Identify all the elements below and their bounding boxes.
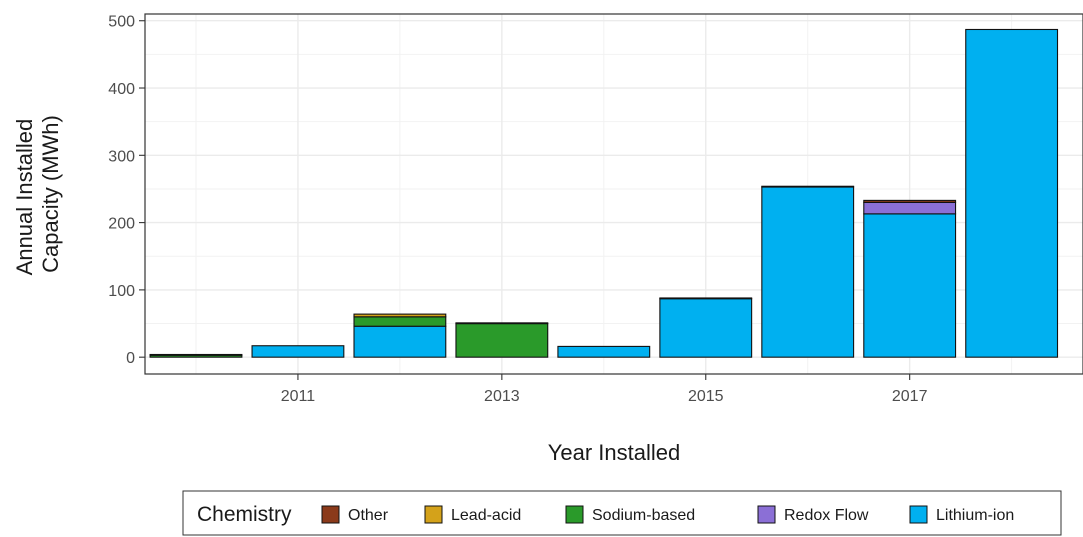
legend-key <box>757 505 776 524</box>
legend-label: Lead-acid <box>451 507 521 524</box>
bar-segment <box>149 353 243 356</box>
bar-stack <box>863 199 957 358</box>
bar-stack <box>965 28 1059 358</box>
bar-segment <box>251 345 345 358</box>
bar-stack <box>557 345 651 358</box>
bar-segment <box>965 28 1059 358</box>
legend-label: Redox Flow <box>784 507 869 524</box>
plot-panel-border <box>144 13 1083 375</box>
x-tick-label: 2017 <box>892 388 928 405</box>
legend-key <box>565 505 584 524</box>
bar-segment <box>557 345 651 358</box>
x-axis: 2011 2013 2015 2017 <box>281 374 928 405</box>
x-tick-label: 2015 <box>688 388 724 405</box>
bar-stack <box>251 345 345 358</box>
bar-segment <box>761 185 855 188</box>
y-tick-label: 0 <box>126 350 135 367</box>
bar-segment <box>659 297 753 300</box>
bar-segment <box>863 213 957 358</box>
y-axis-title-line-2: Capacity (MWh) <box>38 115 63 273</box>
y-axis-title-line-1: Annual Installed <box>12 119 37 276</box>
x-tick-label: 2013 <box>484 388 520 405</box>
legend-title: Chemistry <box>197 503 292 526</box>
bar-segment <box>455 322 549 325</box>
bar-segment <box>353 313 447 318</box>
x-axis-title: Year Installed <box>548 440 681 465</box>
bar-segment <box>353 325 447 358</box>
bar-stack <box>353 313 447 358</box>
bar-segment <box>863 201 957 215</box>
y-axis: 0 100 200 300 400 500 <box>108 14 145 367</box>
bar-segment <box>659 298 753 358</box>
y-tick-label: 100 <box>108 283 135 300</box>
bar-segment <box>455 322 549 358</box>
y-tick-label: 200 <box>108 216 135 233</box>
bar-stack <box>659 297 753 358</box>
legend-items: Other Lead-acid Sodium-based Redox Flow Lith… <box>321 505 1014 524</box>
legend-key <box>321 505 340 524</box>
y-tick-label: 400 <box>108 81 135 98</box>
bar-segment <box>761 186 855 358</box>
y-tick-label: 500 <box>108 14 135 31</box>
bar-stack <box>149 353 243 358</box>
bar-stack <box>455 322 549 358</box>
x-tick-label: 2011 <box>281 388 316 405</box>
legend-key <box>424 505 443 524</box>
bar-stack <box>761 185 855 358</box>
legend-key <box>909 505 928 524</box>
bar-segment <box>863 199 957 203</box>
y-tick-label: 300 <box>108 148 135 165</box>
bars <box>149 28 1059 358</box>
legend: Chemistry Other Lead-acid Sodium-based Redo… <box>182 490 1062 536</box>
legend-label: Sodium-based <box>592 507 695 524</box>
legend-label: Other <box>348 507 389 524</box>
bar-segment <box>353 316 447 327</box>
legend-label: Lithium-ion <box>936 507 1014 524</box>
y-axis-title: Annual Installed Capacity (MWh) <box>12 113 63 276</box>
